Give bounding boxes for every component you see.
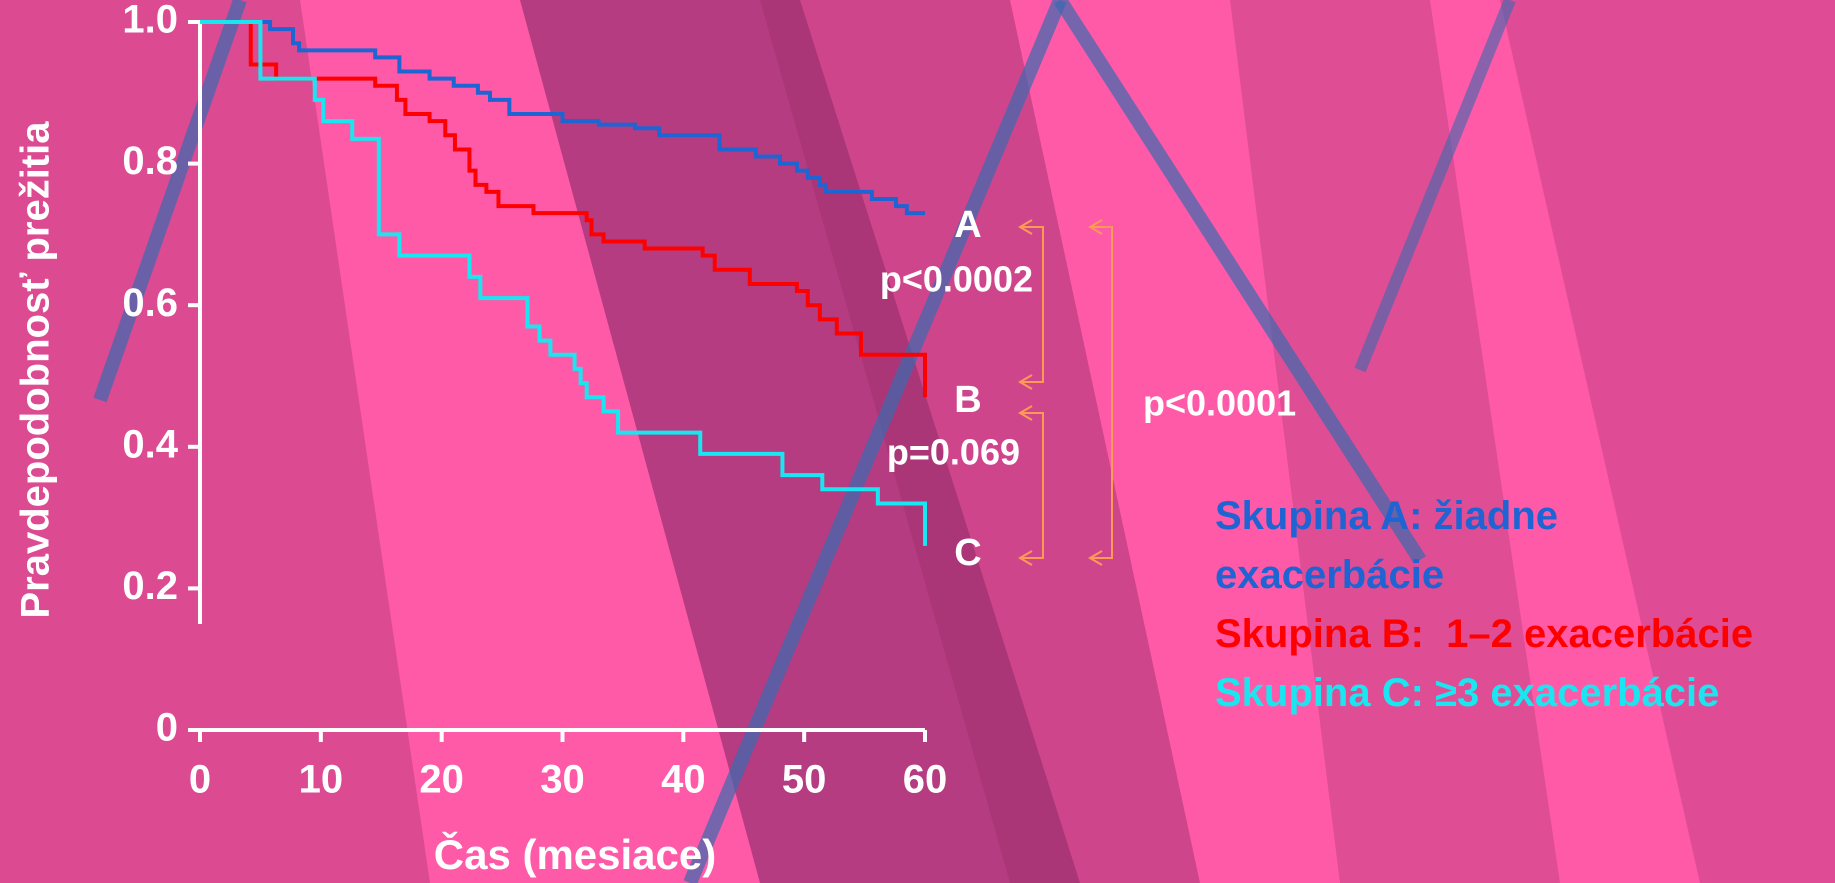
- y-tick-label: 1.0: [122, 0, 178, 42]
- x-tick-label: 40: [661, 758, 706, 802]
- x-tick-label: 0: [189, 758, 211, 802]
- slide: Pravdepodobnosť prežitia Čas (mesiace) A…: [0, 0, 1835, 883]
- x-tick-label: 30: [540, 758, 585, 802]
- chart: Pravdepodobnosť prežitia Čas (mesiace) A…: [0, 0, 1835, 883]
- x-tick-label: 60: [903, 758, 948, 802]
- y-tick-label: 0.8: [122, 139, 178, 183]
- y-axis-title: Pravdepodobnosť prežitia: [14, 121, 58, 619]
- x-tick-label: 50: [782, 758, 827, 802]
- y-tick-label: 0: [156, 706, 178, 750]
- y-tick-label: 0.2: [122, 564, 178, 608]
- annotation: C: [954, 532, 981, 574]
- x-tick-label: 20: [419, 758, 464, 802]
- annotation: A: [954, 204, 981, 246]
- legend-entry: Skupina A: žiadne exacerbácie: [1215, 487, 1615, 605]
- annotation: p<0.0002: [880, 259, 1033, 300]
- y-tick-label: 0.6: [122, 281, 178, 325]
- legend-entry: Skupina C: ≥3 exacerbácie: [1215, 664, 1815, 723]
- annotation: p<0.0001: [1143, 383, 1296, 424]
- annotation: p=0.069: [887, 432, 1020, 473]
- legend-entry: Skupina B: 1–2 exacerbácie: [1215, 605, 1815, 664]
- x-axis-title: Čas (mesiace): [434, 830, 717, 878]
- x-tick-label: 10: [299, 758, 344, 802]
- annotation: B: [954, 379, 981, 421]
- y-tick-label: 0.4: [122, 422, 178, 466]
